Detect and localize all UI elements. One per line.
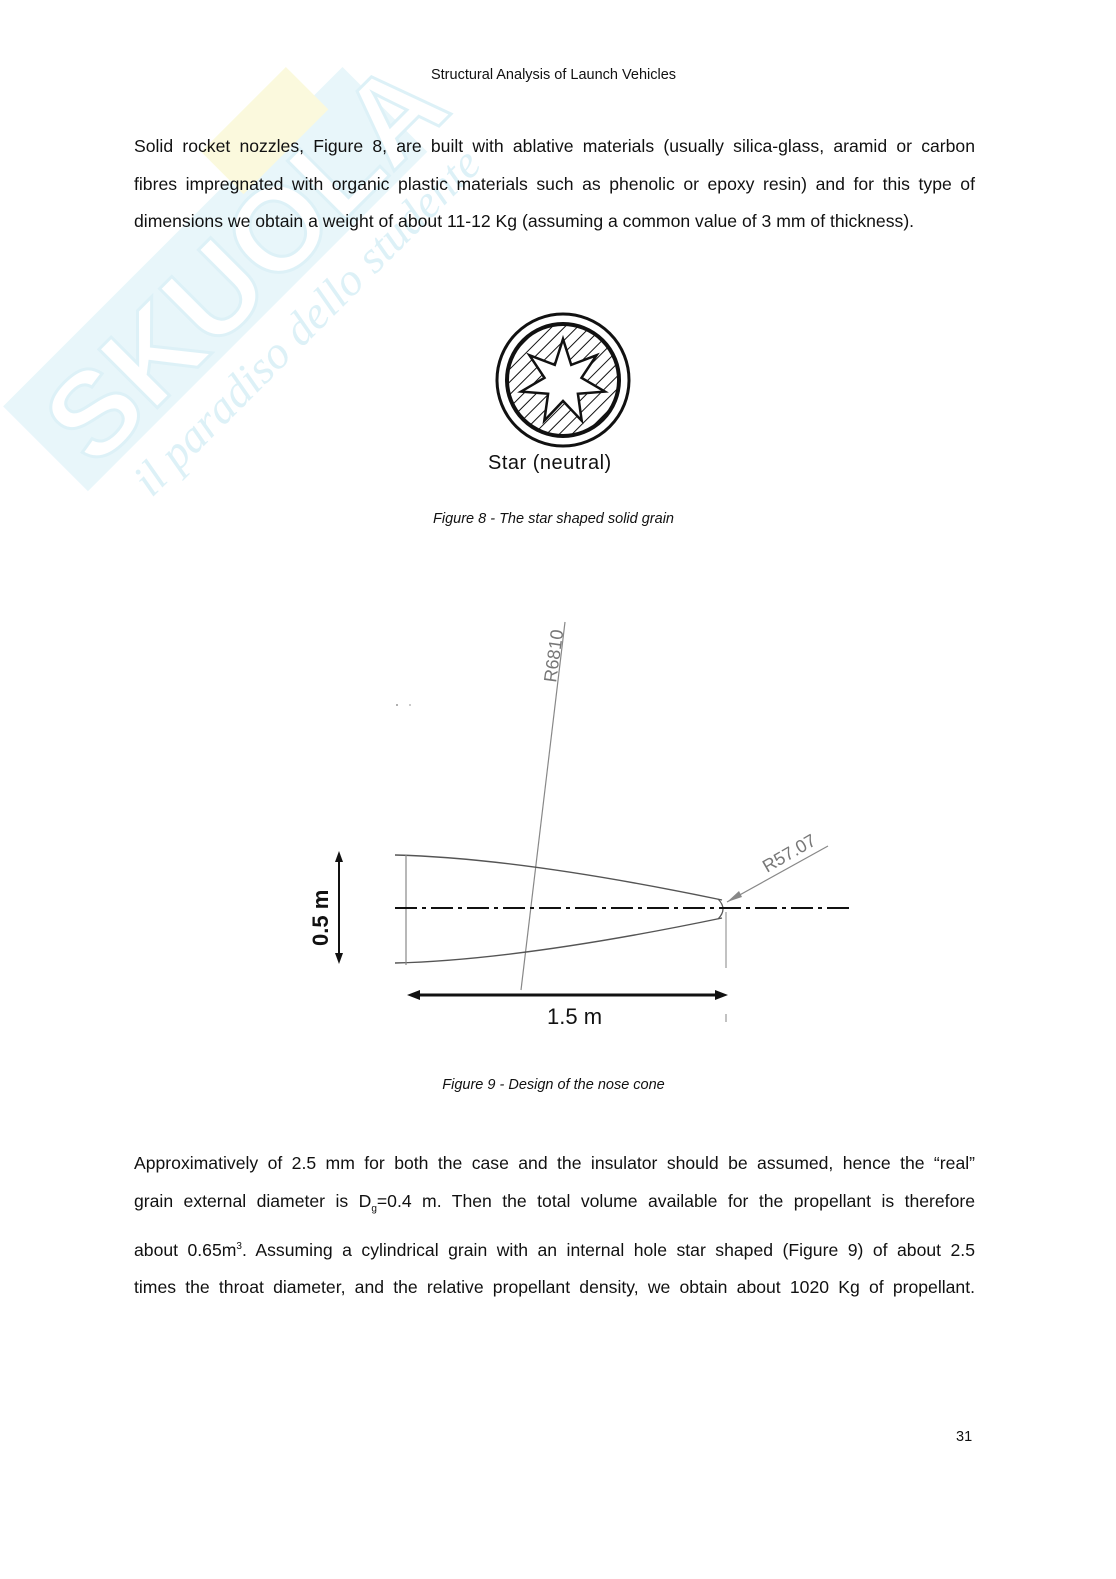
text-fragment: . Assuming a cylindrical grain with an i… bbox=[241, 1239, 975, 1260]
running-header: Structural Analysis of Launch Vehicles bbox=[430, 67, 677, 83]
star-label: Star (neutral) bbox=[488, 452, 612, 474]
text-fragment: =0.4 m. Then the total volume available … bbox=[376, 1190, 975, 1211]
text-fragment: grain external diameter is D bbox=[134, 1190, 372, 1211]
figure8-caption: Figure 8 - The star shaped solid grain bbox=[433, 511, 674, 527]
paragraph-nozzles: Solid rocket nozzles, Figure 8, are buil… bbox=[134, 128, 975, 241]
paragraph-propellant: Approximatively of 2.5 mm for both the c… bbox=[134, 1145, 975, 1307]
figure9-caption: Figure 9 - Design of the nose cone bbox=[442, 1077, 665, 1093]
svg-text:SKUOLA: SKUOLA bbox=[19, 35, 472, 488]
text-line: Approximatively of 2.5 mm for both the c… bbox=[134, 1153, 975, 1173]
text-line: about 0.65m3. Assuming a cylindrical gra… bbox=[134, 1228, 975, 1269]
text-line: dimensions we obtain a weight of about 1… bbox=[134, 211, 915, 232]
text-line: fibres impregnated with organic plastic … bbox=[134, 173, 975, 194]
text-line: Solid rocket nozzles, Figure 8, are buil… bbox=[134, 136, 975, 156]
text-line: times the throat diameter, and the relat… bbox=[134, 1277, 975, 1298]
page-number: 31 bbox=[956, 1429, 973, 1445]
subscript: g bbox=[371, 1203, 377, 1215]
text-line: grain external diameter is Dg=0.4 m. The… bbox=[134, 1183, 975, 1228]
superscript: 3 bbox=[236, 1240, 242, 1252]
text-fragment: about 0.65m bbox=[134, 1239, 237, 1260]
